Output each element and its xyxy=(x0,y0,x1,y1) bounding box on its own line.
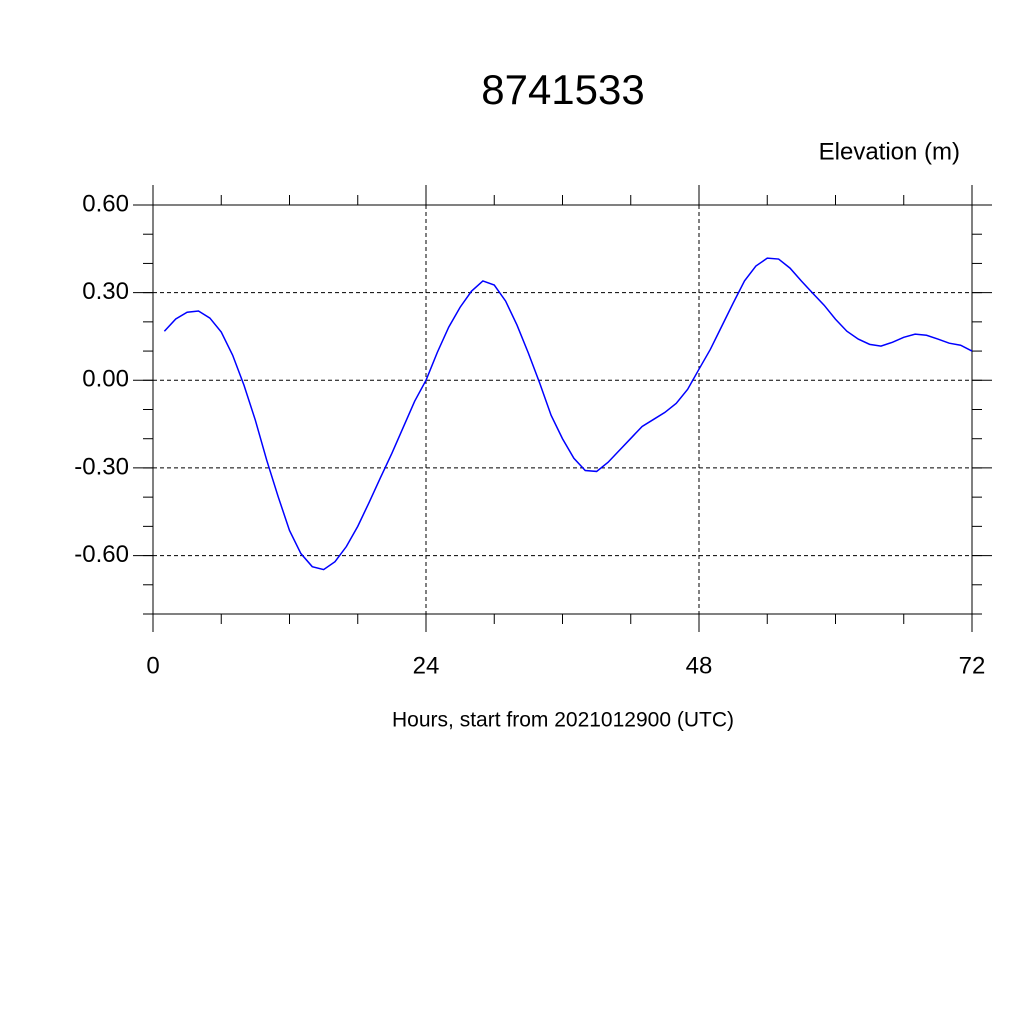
y-tick-label: 0.60 xyxy=(82,190,129,217)
x-axis-label: Hours, start from 2021012900 (UTC) xyxy=(392,709,734,732)
y-axis-label: Elevation (m) xyxy=(819,138,960,165)
y-tick-label: 0.30 xyxy=(82,278,129,305)
x-tick-label: 0 xyxy=(146,652,159,679)
chart-title: 8741533 xyxy=(481,66,645,113)
x-tick-label: 72 xyxy=(959,652,986,679)
data-line xyxy=(163,257,973,571)
y-tick-label: -0.30 xyxy=(74,453,129,480)
x-tick-label: 48 xyxy=(686,652,713,679)
y-tick-label: -0.60 xyxy=(74,541,129,568)
x-tick-label: 24 xyxy=(413,652,440,679)
y-tick-label: 0.00 xyxy=(82,366,129,393)
plot-frame xyxy=(152,204,973,615)
